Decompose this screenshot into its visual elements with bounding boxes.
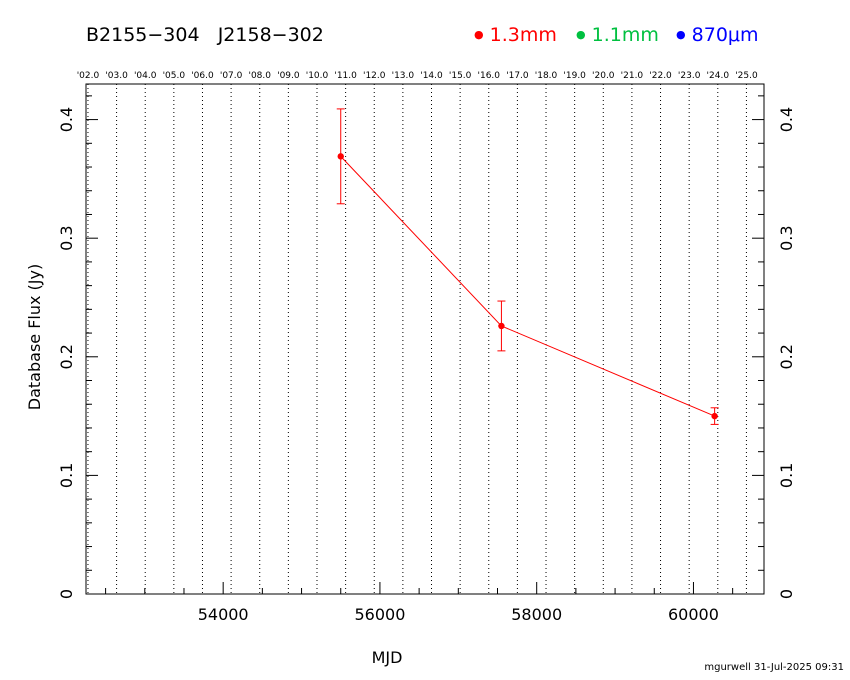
y-tick-label-left: 0.3: [57, 225, 76, 250]
x-axis-label: MJD: [372, 648, 403, 667]
top-axis-year-label: '07.0: [220, 71, 243, 81]
top-axis-year-label: '19.0: [563, 71, 586, 81]
y-tick-label-right: 0.2: [777, 344, 796, 369]
top-axis-year-label: '12.0: [363, 71, 386, 81]
top-axis-year-label: '17.0: [506, 71, 529, 81]
legend-item-1-3mm: ● 1.3mm: [474, 24, 557, 46]
top-axis-year-label: '13.0: [392, 71, 415, 81]
y-axis-label: Database Flux (Jy): [25, 264, 44, 410]
top-axis-year-label: '20.0: [592, 71, 615, 81]
source-name-primary: B2155−304: [86, 24, 200, 46]
legend-item-870um: ● 870μm: [676, 24, 759, 46]
y-tick-label-left: 0.1: [57, 463, 76, 488]
top-axis-year-label: '18.0: [535, 71, 558, 81]
legend-marker-870um: ●: [676, 28, 686, 41]
y-tick-label-left: 0.2: [57, 344, 76, 369]
footer-credit: mgurwell 31-Jul-2025 09:31: [704, 662, 844, 673]
y-tick-label-right: 0: [777, 589, 796, 599]
top-axis-year-label: '16.0: [478, 71, 501, 81]
y-tick-label-right: 0.3: [777, 225, 796, 250]
top-axis-year-label: '11.0: [334, 71, 357, 81]
top-axis-year-label: '21.0: [621, 71, 644, 81]
x-tick-label: 58000: [511, 605, 562, 624]
legend-label-1-3mm: 1.3mm: [489, 24, 557, 46]
top-axis-year-label: '09.0: [277, 71, 300, 81]
legend-label-1-1mm: 1.1mm: [591, 24, 659, 46]
top-axis-year-label: '24.0: [707, 71, 730, 81]
top-axis-year-label: '05.0: [163, 71, 186, 81]
top-axis-year-label: '14.0: [420, 71, 443, 81]
data-point: [498, 322, 505, 330]
x-tick-label: 56000: [354, 605, 405, 624]
data-point: [711, 412, 718, 420]
top-axis-year-label: '25.0: [735, 71, 758, 81]
top-axis-year-label: '02.0: [77, 71, 100, 81]
data-point: [337, 153, 344, 160]
x-tick-label: 54000: [198, 605, 249, 624]
legend-marker-1-3mm: ●: [474, 28, 484, 41]
x-tick-label: 60000: [668, 605, 719, 624]
plot-frame: [85, 83, 765, 595]
chart-title: B2155−304 J2158−302: [86, 24, 324, 46]
series-line: [340, 156, 715, 417]
top-axis-year-label: '08.0: [248, 71, 271, 81]
y-tick-label-left: 0.4: [57, 107, 76, 132]
top-axis-year-label: '15.0: [449, 71, 472, 81]
top-axis-year-label: '04.0: [134, 71, 157, 81]
top-axis-year-label: '10.0: [306, 71, 329, 81]
top-axis-year-label: '06.0: [191, 71, 214, 81]
y-tick-label-left: 0: [57, 589, 76, 599]
legend-marker-1-1mm: ●: [576, 28, 586, 41]
top-axis-year-label: '03.0: [105, 71, 128, 81]
legend-label-870um: 870μm: [691, 24, 759, 46]
y-tick-label-right: 0.4: [777, 107, 796, 132]
source-name-alias: J2158−302: [217, 24, 324, 46]
y-tick-label-right: 0.1: [777, 463, 796, 488]
top-axis-year-label: '22.0: [649, 71, 672, 81]
top-axis-year-label: '23.0: [678, 71, 701, 81]
legend-item-1-1mm: ● 1.1mm: [576, 24, 659, 46]
